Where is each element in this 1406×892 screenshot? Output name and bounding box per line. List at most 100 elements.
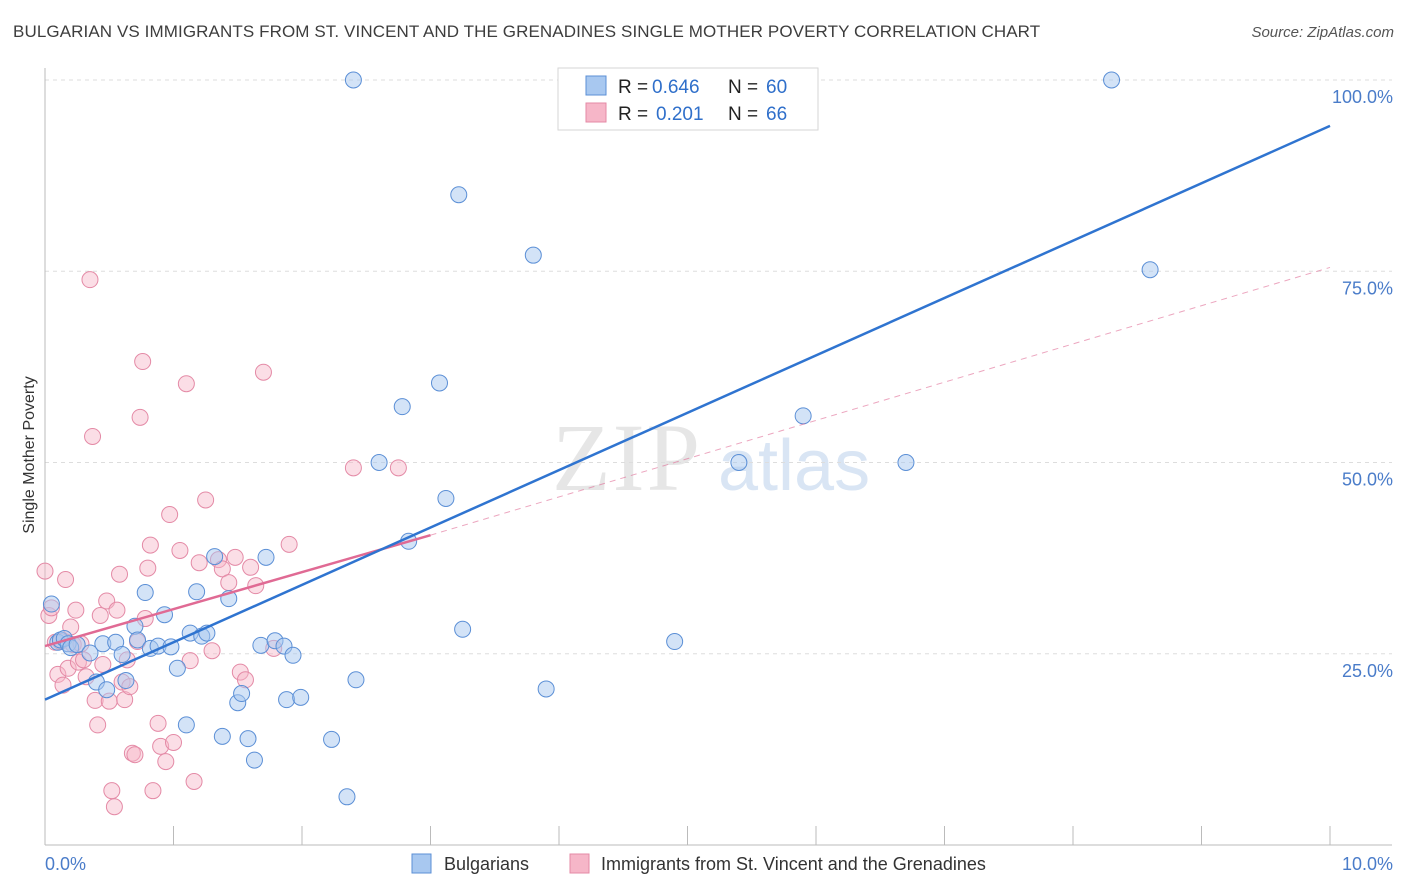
blue-data-point bbox=[257, 548, 275, 566]
pink-data-point bbox=[242, 558, 260, 576]
blue-data-point bbox=[252, 636, 270, 654]
pink-data-point bbox=[91, 607, 109, 624]
legend-r-value-blue: 0.646 bbox=[652, 77, 700, 98]
pink-data-point bbox=[94, 655, 112, 673]
blue-data-point bbox=[98, 681, 116, 699]
x-tick-label: 0.0% bbox=[45, 854, 86, 874]
blue-data-point bbox=[81, 644, 99, 662]
blue-data-point bbox=[117, 672, 135, 690]
blue-data-point bbox=[213, 727, 231, 745]
stats-legend: R = 0.646 N = 60 R = 0.201 N = 66 bbox=[557, 67, 819, 131]
blue-data-point bbox=[206, 548, 224, 566]
pink-data-point bbox=[86, 691, 104, 709]
pink-data-point bbox=[123, 744, 141, 762]
legend-r-label-blue: R = bbox=[618, 77, 653, 98]
x-tick-label: 10.0% bbox=[1342, 854, 1393, 874]
svg-text:R = 0.201 N =: R = 0.201 N = 66 bbox=[618, 104, 787, 125]
pink-data-point bbox=[134, 353, 152, 371]
pink-data-point bbox=[59, 659, 77, 677]
pink-data-point bbox=[220, 574, 238, 592]
blue-data-point bbox=[897, 454, 915, 471]
legend-n-label-pink: N = bbox=[728, 104, 763, 125]
blue-data-point bbox=[338, 788, 356, 806]
y-axis-label: Single Mother Poverty bbox=[21, 376, 38, 533]
legend-bulgarians-label: Bulgarians bbox=[444, 854, 529, 874]
blue-data-point bbox=[278, 691, 296, 709]
pink-data-point bbox=[111, 565, 129, 583]
pink-data-point bbox=[177, 375, 195, 393]
pink-data-point bbox=[152, 737, 170, 755]
pink-data-point bbox=[203, 642, 221, 660]
axes bbox=[44, 68, 1392, 846]
pink-data-point bbox=[81, 271, 99, 289]
blue-data-point bbox=[136, 584, 154, 602]
legend-swatch-pink bbox=[585, 102, 607, 123]
pink-data-point bbox=[108, 601, 126, 619]
pink-trend-extension bbox=[430, 266, 1331, 536]
pink-data-point bbox=[139, 559, 157, 577]
svg-text:R = 0.646 N =: R = 0.646 N = 60 bbox=[618, 77, 787, 98]
blue-data-point bbox=[323, 730, 341, 748]
pink-data-point bbox=[36, 562, 54, 580]
blue-data-point bbox=[245, 751, 263, 769]
blue-data-point bbox=[454, 620, 472, 638]
pink-data-point bbox=[57, 571, 75, 589]
series-legend: Bulgarians Immigrants from St. Vincent a… bbox=[411, 853, 986, 874]
trend-lines bbox=[44, 124, 1331, 701]
blue-data-point bbox=[239, 730, 257, 748]
blue-data-point bbox=[430, 374, 448, 392]
pink-data-point bbox=[344, 459, 362, 477]
blue-data-point bbox=[292, 688, 310, 706]
legend-immigrants-label: Immigrants from St. Vincent and the Gren… bbox=[601, 854, 986, 874]
pink-data-point bbox=[226, 548, 244, 566]
pink-data-point bbox=[141, 536, 159, 554]
blue-series-points bbox=[42, 71, 1159, 806]
legend-immigrants-swatch bbox=[569, 853, 590, 874]
pink-data-point bbox=[157, 753, 175, 771]
pink-data-point bbox=[116, 691, 134, 709]
pink-data-point bbox=[181, 652, 199, 670]
tick-labels: 25.0% 50.0% 75.0% 100.0% 0.0% 10.0% bbox=[45, 87, 1393, 874]
blue-data-point bbox=[188, 583, 206, 601]
pink-data-point bbox=[185, 773, 203, 791]
blue-data-point bbox=[347, 671, 365, 689]
pink-data-point bbox=[161, 506, 179, 524]
blue-data-point bbox=[437, 489, 455, 507]
pink-data-point bbox=[389, 459, 407, 477]
pink-data-point bbox=[197, 491, 215, 509]
legend-r-value-pink: 0.201 bbox=[656, 104, 704, 125]
pink-data-point bbox=[105, 798, 123, 816]
legend-r-label-pink: R = bbox=[618, 104, 653, 125]
blue-data-point bbox=[129, 631, 147, 649]
chart-title: BULGARIAN VS IMMIGRANTS FROM ST. VINCENT… bbox=[13, 22, 1041, 41]
pink-data-point bbox=[213, 560, 231, 578]
blue-data-point bbox=[450, 186, 468, 204]
blue-data-point bbox=[168, 659, 186, 677]
pink-data-point bbox=[144, 782, 162, 800]
y-tick-label: 100.0% bbox=[1332, 87, 1393, 107]
blue-data-point bbox=[1103, 71, 1121, 89]
pink-data-point bbox=[149, 714, 167, 732]
blue-data-point bbox=[666, 633, 684, 651]
pink-data-point bbox=[103, 782, 121, 800]
pink-data-point bbox=[165, 733, 182, 751]
y-tick-label: 75.0% bbox=[1342, 278, 1393, 298]
blue-trend-line bbox=[44, 124, 1331, 701]
pink-data-point bbox=[190, 554, 208, 572]
blue-data-point bbox=[370, 454, 388, 471]
y-tick-label: 25.0% bbox=[1342, 661, 1393, 681]
pink-data-point bbox=[89, 716, 107, 734]
pink-trend-line bbox=[44, 533, 431, 648]
blue-data-point bbox=[284, 646, 302, 664]
legend-bulgarians-swatch bbox=[411, 853, 432, 874]
watermark-zip: ZIP bbox=[552, 404, 702, 511]
legend-n-value-pink: 66 bbox=[766, 104, 787, 125]
blue-data-point bbox=[344, 71, 362, 89]
blue-data-point bbox=[233, 685, 251, 703]
blue-data-point bbox=[524, 246, 542, 264]
y-tick-label: 50.0% bbox=[1342, 470, 1393, 490]
pink-data-point bbox=[254, 363, 272, 381]
pink-data-point bbox=[49, 665, 67, 683]
pink-data-point bbox=[84, 427, 102, 445]
